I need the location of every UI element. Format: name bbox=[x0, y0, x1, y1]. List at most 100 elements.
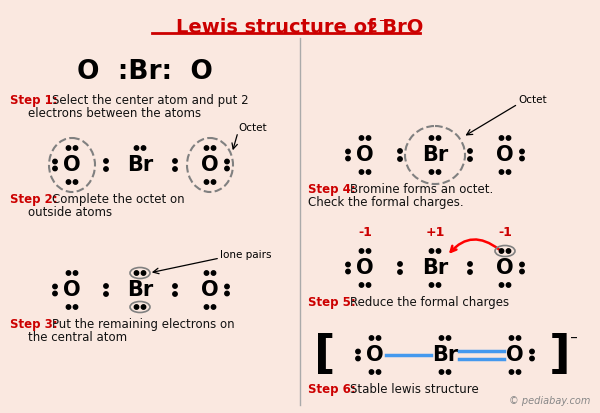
Circle shape bbox=[468, 149, 472, 153]
Circle shape bbox=[509, 370, 514, 374]
Circle shape bbox=[439, 336, 444, 340]
Text: Bromine forms an octet.: Bromine forms an octet. bbox=[350, 183, 493, 196]
Text: +1: +1 bbox=[425, 226, 445, 240]
Circle shape bbox=[530, 349, 534, 354]
Circle shape bbox=[66, 146, 71, 150]
Circle shape bbox=[398, 262, 402, 266]
Circle shape bbox=[346, 269, 350, 274]
Circle shape bbox=[73, 146, 78, 150]
Text: electrons between the atoms: electrons between the atoms bbox=[28, 107, 201, 120]
Circle shape bbox=[211, 271, 216, 275]
Text: O: O bbox=[366, 345, 384, 365]
Circle shape bbox=[73, 305, 78, 309]
Circle shape bbox=[446, 370, 451, 374]
Text: O: O bbox=[201, 280, 219, 300]
Circle shape bbox=[204, 305, 209, 309]
Circle shape bbox=[430, 249, 434, 253]
Circle shape bbox=[346, 150, 350, 154]
Circle shape bbox=[225, 291, 229, 296]
Circle shape bbox=[468, 270, 472, 274]
Circle shape bbox=[104, 292, 108, 296]
Text: ⁻: ⁻ bbox=[570, 334, 578, 349]
Text: Stable lewis structure: Stable lewis structure bbox=[350, 383, 479, 396]
Text: O: O bbox=[496, 258, 514, 278]
Circle shape bbox=[366, 170, 371, 174]
Circle shape bbox=[499, 283, 504, 287]
Text: the central atom: the central atom bbox=[28, 331, 127, 344]
Circle shape bbox=[225, 166, 229, 171]
Text: O: O bbox=[356, 258, 374, 278]
Text: Lewis structure of BrO: Lewis structure of BrO bbox=[176, 18, 424, 37]
Circle shape bbox=[53, 291, 57, 296]
Text: Br: Br bbox=[127, 280, 153, 300]
Circle shape bbox=[506, 136, 511, 140]
Text: Octet: Octet bbox=[518, 95, 547, 105]
Text: Br: Br bbox=[127, 155, 153, 175]
Circle shape bbox=[516, 370, 521, 374]
Circle shape bbox=[73, 271, 78, 275]
Text: Put the remaining electrons on: Put the remaining electrons on bbox=[52, 318, 235, 331]
Text: Check the formal charges.: Check the formal charges. bbox=[308, 196, 464, 209]
Circle shape bbox=[73, 180, 78, 184]
Text: lone pairs: lone pairs bbox=[220, 250, 271, 260]
Text: O: O bbox=[506, 345, 524, 365]
Circle shape bbox=[204, 271, 209, 275]
Circle shape bbox=[370, 336, 374, 340]
Text: ]: ] bbox=[549, 332, 571, 377]
Text: O  :Br:  O: O :Br: O bbox=[77, 59, 213, 85]
Circle shape bbox=[446, 336, 451, 340]
Circle shape bbox=[520, 150, 524, 154]
Text: Step 2:: Step 2: bbox=[10, 193, 58, 206]
Text: Br: Br bbox=[432, 345, 458, 365]
Circle shape bbox=[499, 136, 504, 140]
Circle shape bbox=[436, 249, 441, 253]
Circle shape bbox=[430, 170, 434, 174]
Text: outside atoms: outside atoms bbox=[28, 206, 112, 219]
Circle shape bbox=[436, 170, 441, 174]
Circle shape bbox=[134, 305, 139, 309]
Text: O: O bbox=[201, 155, 219, 175]
Circle shape bbox=[53, 166, 57, 171]
Text: Step 6:: Step 6: bbox=[308, 383, 356, 396]
Text: O: O bbox=[63, 155, 81, 175]
Circle shape bbox=[366, 136, 371, 140]
Text: O: O bbox=[496, 145, 514, 165]
Text: O: O bbox=[63, 280, 81, 300]
Text: Select the center atom and put 2: Select the center atom and put 2 bbox=[52, 94, 248, 107]
Circle shape bbox=[359, 136, 364, 140]
Circle shape bbox=[439, 370, 444, 374]
Circle shape bbox=[211, 146, 216, 150]
Circle shape bbox=[506, 249, 511, 253]
Circle shape bbox=[436, 283, 441, 287]
Circle shape bbox=[520, 262, 524, 267]
Text: ⁻: ⁻ bbox=[378, 16, 385, 30]
Text: Reduce the formal charges: Reduce the formal charges bbox=[350, 296, 509, 309]
Text: Step 5:: Step 5: bbox=[308, 296, 356, 309]
Circle shape bbox=[359, 249, 364, 253]
Circle shape bbox=[66, 271, 71, 275]
Text: -1: -1 bbox=[358, 226, 372, 240]
Circle shape bbox=[430, 136, 434, 140]
Circle shape bbox=[506, 170, 511, 174]
Circle shape bbox=[173, 167, 177, 171]
Circle shape bbox=[499, 170, 504, 174]
Text: Step 3:: Step 3: bbox=[10, 318, 58, 331]
Circle shape bbox=[142, 305, 146, 309]
Circle shape bbox=[356, 349, 360, 354]
Circle shape bbox=[398, 157, 402, 161]
Circle shape bbox=[366, 283, 371, 287]
Circle shape bbox=[225, 284, 229, 289]
Circle shape bbox=[356, 356, 360, 361]
Circle shape bbox=[173, 292, 177, 296]
Circle shape bbox=[142, 146, 146, 150]
Circle shape bbox=[211, 180, 216, 184]
Circle shape bbox=[430, 283, 434, 287]
Circle shape bbox=[359, 170, 364, 174]
Circle shape bbox=[134, 146, 139, 150]
Circle shape bbox=[204, 146, 209, 150]
Circle shape bbox=[104, 167, 108, 171]
Circle shape bbox=[66, 180, 71, 184]
Circle shape bbox=[366, 249, 371, 253]
Circle shape bbox=[359, 283, 364, 287]
Text: Br: Br bbox=[422, 145, 448, 165]
